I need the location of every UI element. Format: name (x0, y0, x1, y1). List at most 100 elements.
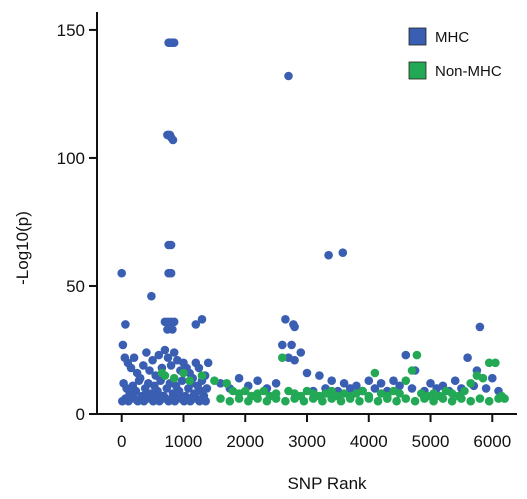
data-point-non-mhc (383, 394, 392, 403)
data-point-mhc (154, 350, 164, 360)
data-point-non-mhc (491, 358, 500, 368)
data-point-mhc (364, 376, 374, 386)
data-point-mhc (481, 384, 491, 393)
data-point-non-mhc (407, 366, 417, 375)
data-point-non-mhc (160, 371, 170, 380)
data-point-non-mhc (240, 386, 250, 396)
data-point-mhc (139, 361, 148, 370)
data-point-non-mhc (460, 386, 469, 396)
data-point-non-mhc (281, 396, 290, 406)
data-point-non-mhc (253, 394, 262, 403)
data-point-non-mhc (262, 396, 272, 406)
data-point-mhc (126, 363, 136, 373)
y-tick-label: 0 (76, 405, 85, 424)
data-point-mhc (339, 379, 349, 388)
data-point-non-mhc (169, 373, 179, 383)
data-point-non-mhc (355, 396, 364, 406)
data-point-non-mhc (484, 396, 494, 406)
data-point-non-mhc (438, 394, 448, 403)
data-point-non-mhc (290, 394, 299, 403)
data-point-mhc (197, 315, 207, 324)
data-point-non-mhc (412, 350, 422, 360)
data-point-non-mhc (271, 394, 281, 403)
ticks-layer: 0 1000 2000 3000 4000 5000 6000 0 50 100 150 (57, 21, 512, 451)
x-tick-label: 5000 (412, 432, 450, 451)
data-point-mhc (118, 340, 128, 350)
data-point-mhc (169, 38, 179, 47)
data-point-non-mhc (358, 386, 367, 396)
data-point-mhc (169, 317, 179, 327)
data-point-mhc (121, 320, 130, 329)
data-point-mhc (284, 71, 293, 81)
y-tick-label: 50 (66, 277, 85, 296)
data-point-mhc (160, 345, 170, 355)
data-point-mhc (194, 363, 204, 373)
data-point-mhc (315, 371, 324, 380)
data-point-non-mhc (222, 379, 231, 388)
data-point-mhc (450, 376, 460, 386)
data-point-mhc (488, 373, 497, 383)
data-point-mhc (177, 376, 187, 386)
data-point-mhc (202, 384, 212, 393)
data-point-non-mhc (327, 386, 337, 396)
data-point-non-mhc (457, 394, 466, 403)
data-point-non-mhc (345, 394, 355, 403)
data-point-non-mhc (370, 368, 380, 378)
data-point-mhc (163, 353, 173, 363)
data-point-non-mhc (197, 371, 207, 380)
data-point-non-mhc (410, 396, 420, 406)
x-tick-label: 2000 (226, 432, 264, 451)
data-point-non-mhc (278, 353, 287, 363)
data-point-non-mhc (308, 394, 318, 403)
data-point-mhc (287, 340, 296, 350)
data-point-non-mhc (299, 396, 309, 406)
data-point-mhc (426, 379, 435, 388)
data-point-mhc (302, 368, 312, 378)
data-point-mhc (278, 340, 287, 350)
data-point-mhc (376, 379, 386, 388)
data-point-non-mhc (395, 389, 404, 398)
data-point-mhc (129, 353, 139, 363)
data-point-non-mhc (475, 394, 485, 403)
data-point-non-mhc (420, 394, 429, 403)
y-axis-title: -Log10(p) (13, 211, 32, 285)
data-point-non-mhc (336, 396, 346, 406)
data-point-mhc (166, 268, 176, 278)
x-tick-label: 3000 (288, 432, 326, 451)
data-point-mhc (324, 250, 333, 260)
data-point-non-mhc (179, 368, 188, 378)
data-point-mhc (169, 348, 179, 357)
data-point-mhc (463, 353, 472, 363)
data-point-mhc (345, 384, 355, 393)
x-tick-label: 4000 (350, 432, 388, 451)
legend: MHC Non-MHC (408, 27, 502, 80)
data-point-non-mhc (494, 394, 503, 403)
data-point-mhc (191, 320, 201, 329)
data-point-non-mhc (259, 386, 269, 396)
x-axis-title: SNP Rank (287, 474, 367, 493)
data-point-non-mhc (401, 394, 411, 403)
points-layer (117, 38, 509, 406)
data-point-mhc (271, 379, 281, 388)
data-point-non-mhc (244, 396, 253, 406)
data-point-mhc (142, 348, 151, 357)
data-point-mhc (475, 322, 485, 332)
data-point-non-mhc (234, 394, 244, 403)
data-point-mhc (395, 381, 404, 391)
data-point-mhc (296, 348, 306, 357)
data-point-non-mhc (401, 376, 411, 386)
data-point-mhc (203, 358, 213, 368)
data-point-mhc (166, 240, 176, 250)
data-point-non-mhc (364, 394, 374, 403)
data-point-mhc (290, 355, 299, 365)
data-point-mhc (201, 396, 210, 406)
data-point-mhc (147, 291, 156, 301)
data-point-non-mhc (500, 394, 509, 403)
data-point-mhc (407, 384, 417, 393)
data-point-mhc (281, 315, 290, 324)
data-point-mhc (370, 384, 380, 393)
data-point-mhc (253, 376, 262, 386)
data-point-non-mhc (225, 396, 235, 406)
x-tick-label: 6000 (473, 432, 511, 451)
legend-label-mhc: MHC (435, 29, 469, 46)
